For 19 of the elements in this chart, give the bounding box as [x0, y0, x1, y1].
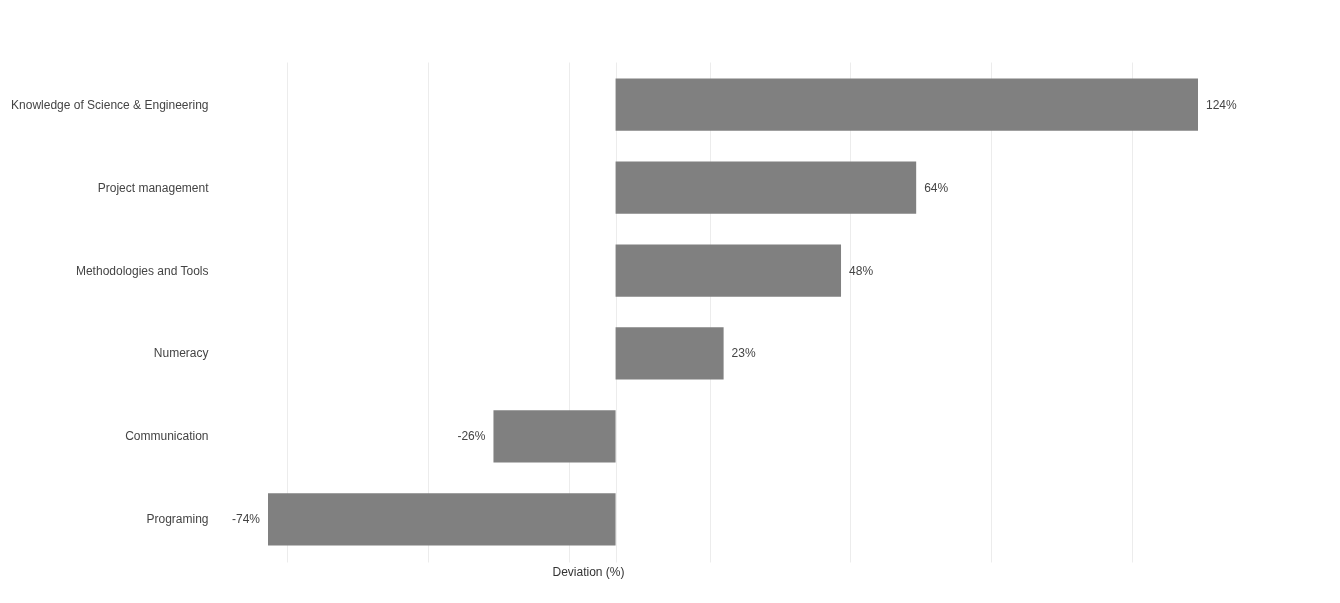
bar: [615, 78, 1198, 131]
data-label: -74%: [231, 512, 261, 527]
y-tick-label: Programing: [146, 512, 209, 527]
y-tick-label: Project management: [97, 180, 210, 195]
y-tick-label: Numeracy: [153, 346, 209, 361]
data-label: -26%: [457, 429, 486, 444]
bar: [268, 493, 616, 546]
bar: [615, 161, 917, 214]
data-label: 124%: [1206, 97, 1238, 112]
x-axis-title: Deviation (%): [552, 564, 625, 579]
data-label: 23%: [731, 346, 756, 361]
data-label: 64%: [924, 180, 949, 195]
bar: [615, 327, 724, 380]
data-label: 48%: [849, 263, 874, 278]
bar: [493, 410, 616, 463]
y-tick-label: Knowledge of Science & Engineering: [11, 97, 209, 112]
y-tick-label: Communication: [125, 429, 209, 444]
bar: [615, 244, 842, 297]
y-tick-label: Methodologies and Tools: [75, 263, 209, 278]
